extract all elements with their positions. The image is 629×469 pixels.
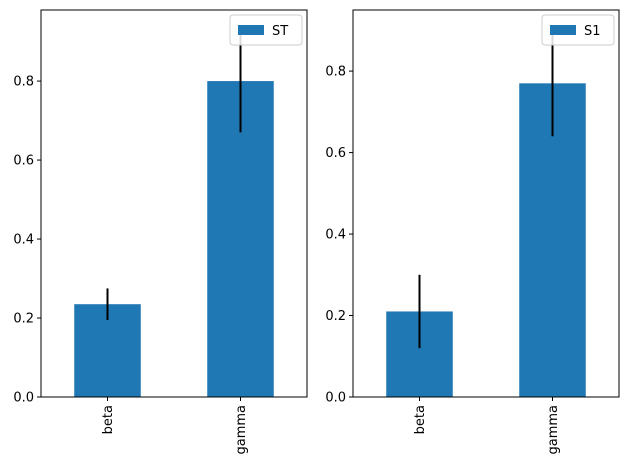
y-tick-label: 0.8 [325,65,346,80]
y-tick-label: 0.6 [325,146,346,161]
axes-frame [352,9,620,398]
x-tick-label-beta: beta [101,405,116,434]
x-tick-label-gamma: gamma [234,405,249,455]
axes-frame [40,9,308,398]
x-tick-label-beta: beta [413,405,428,434]
legend-swatch [550,25,576,35]
x-tick-label-gamma: gamma [546,405,561,455]
legend-label: S1 [584,24,601,39]
y-tick-label: 0.4 [325,228,346,243]
chart-st: 0.0 0.2 0.4 0.6 0.8 beta gamma ST [13,9,308,455]
y-tick-label: 0.2 [13,312,34,327]
legend-box [541,14,615,46]
chart-s1: 0.0 0.2 0.4 0.6 0.8 beta gamma S1 [325,9,620,455]
legend-swatch [238,25,264,35]
y-tick-label: 0.0 [13,391,34,406]
legend-label: ST [272,24,288,39]
y-tick-label: 0.6 [13,154,34,169]
legend-box [229,14,303,46]
y-tick-label: 0.0 [325,391,346,406]
y-tick-label: 0.4 [13,233,34,248]
y-tick-label: 0.8 [13,75,34,90]
y-tick-label: 0.2 [325,309,346,324]
bar-gamma [207,81,274,397]
